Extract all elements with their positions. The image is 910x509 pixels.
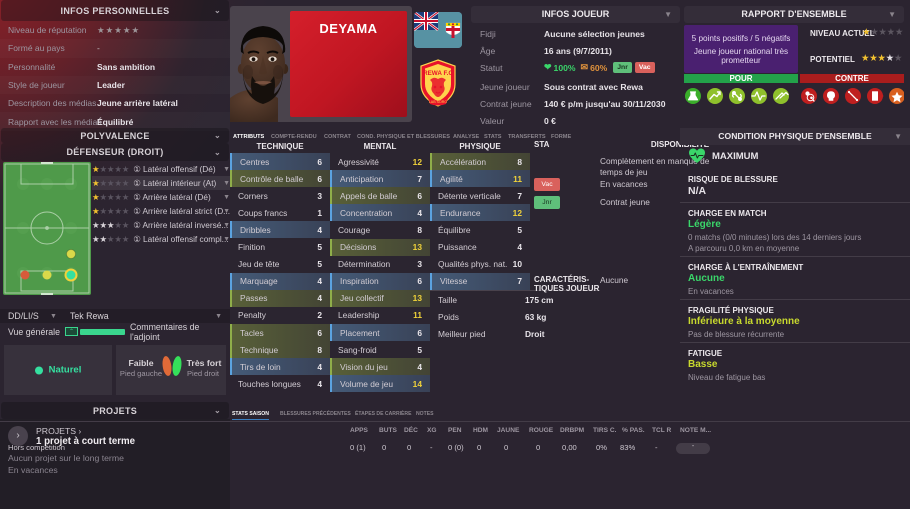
- svg-text:REWA F.C: REWA F.C: [423, 70, 453, 77]
- svg-text:LAB SORO: LAB SORO: [429, 100, 448, 104]
